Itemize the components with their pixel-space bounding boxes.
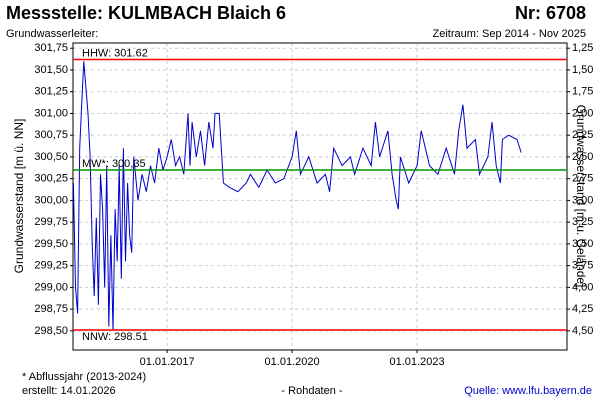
y2-tick-label: 3,25 — [572, 216, 593, 228]
y2-tick-label: 1,50 — [572, 64, 593, 76]
subtitle-right: Zeitraum: Sep 2014 - Nov 2025 — [433, 28, 586, 40]
y2-tick-label: 4,00 — [572, 281, 593, 293]
y-tick-label: 298,50 — [34, 325, 68, 337]
source: Quelle: www.lfu.bayern.de — [464, 385, 592, 397]
raw-data-note: - Rohdaten - — [281, 385, 342, 397]
y2-tick-label: 1,25 — [572, 42, 593, 54]
chart-title: Messstelle: KULMBACH Blaich 6 — [6, 3, 286, 23]
station-number: Nr: 6708 — [515, 3, 586, 23]
x-tick-label: 01.01.2017 — [140, 356, 195, 368]
y2-tick-label: 4,25 — [572, 303, 593, 315]
reference-label: NNW: 298.51 — [82, 331, 148, 343]
x-tick-label: 01.01.2020 — [265, 356, 320, 368]
y-tick-label: 300,25 — [34, 173, 68, 185]
y2-tick-label: 2,25 — [572, 129, 593, 141]
y-tick-label: 301,00 — [34, 107, 68, 119]
y2-tick-label: 4,50 — [572, 325, 593, 337]
y-tick-label: 299,25 — [34, 260, 68, 272]
y-tick-label: 298,75 — [34, 303, 68, 315]
y-tick-label: 299,00 — [34, 281, 68, 293]
y-tick-label: 301,75 — [34, 42, 68, 54]
y-tick-label: 301,50 — [34, 64, 68, 76]
y-tick-label: 300,00 — [34, 194, 68, 206]
y2-tick-label: 2,50 — [572, 151, 593, 163]
subtitle-left: Grundwasserleiter: — [6, 28, 98, 40]
y2-tick-label: 3,75 — [572, 260, 593, 272]
y-tick-label: 300,50 — [34, 151, 68, 163]
y2-tick-label: 2,00 — [572, 107, 593, 119]
y2-tick-label: 3,00 — [572, 194, 593, 206]
y-tick-label: 300,75 — [34, 129, 68, 141]
y-tick-label: 299,50 — [34, 238, 68, 250]
reference-label: MW*: 300,35 — [82, 158, 146, 170]
y2-tick-label: 3,50 — [572, 238, 593, 250]
x-tick-label: 01.01.2023 — [390, 356, 445, 368]
y-tick-label: 301,25 — [34, 86, 68, 98]
y2-tick-label: 1,75 — [572, 86, 593, 98]
y-axis-label: Grundwasserstand [m ü. NN] — [12, 119, 26, 274]
y2-axis-label: Grundwasserstand [m u. Gelände] — [574, 105, 588, 288]
plot-frame — [72, 42, 568, 351]
y2-tick-label: 2,75 — [572, 173, 593, 185]
footnote: * Abflussjahr (2013-2024) — [22, 371, 146, 383]
y-tick-label: 299,75 — [34, 216, 68, 228]
created-date: erstellt: 14.01.2026 — [22, 385, 116, 397]
data-line — [72, 61, 522, 331]
reference-label: HHW: 301.62 — [82, 47, 148, 59]
